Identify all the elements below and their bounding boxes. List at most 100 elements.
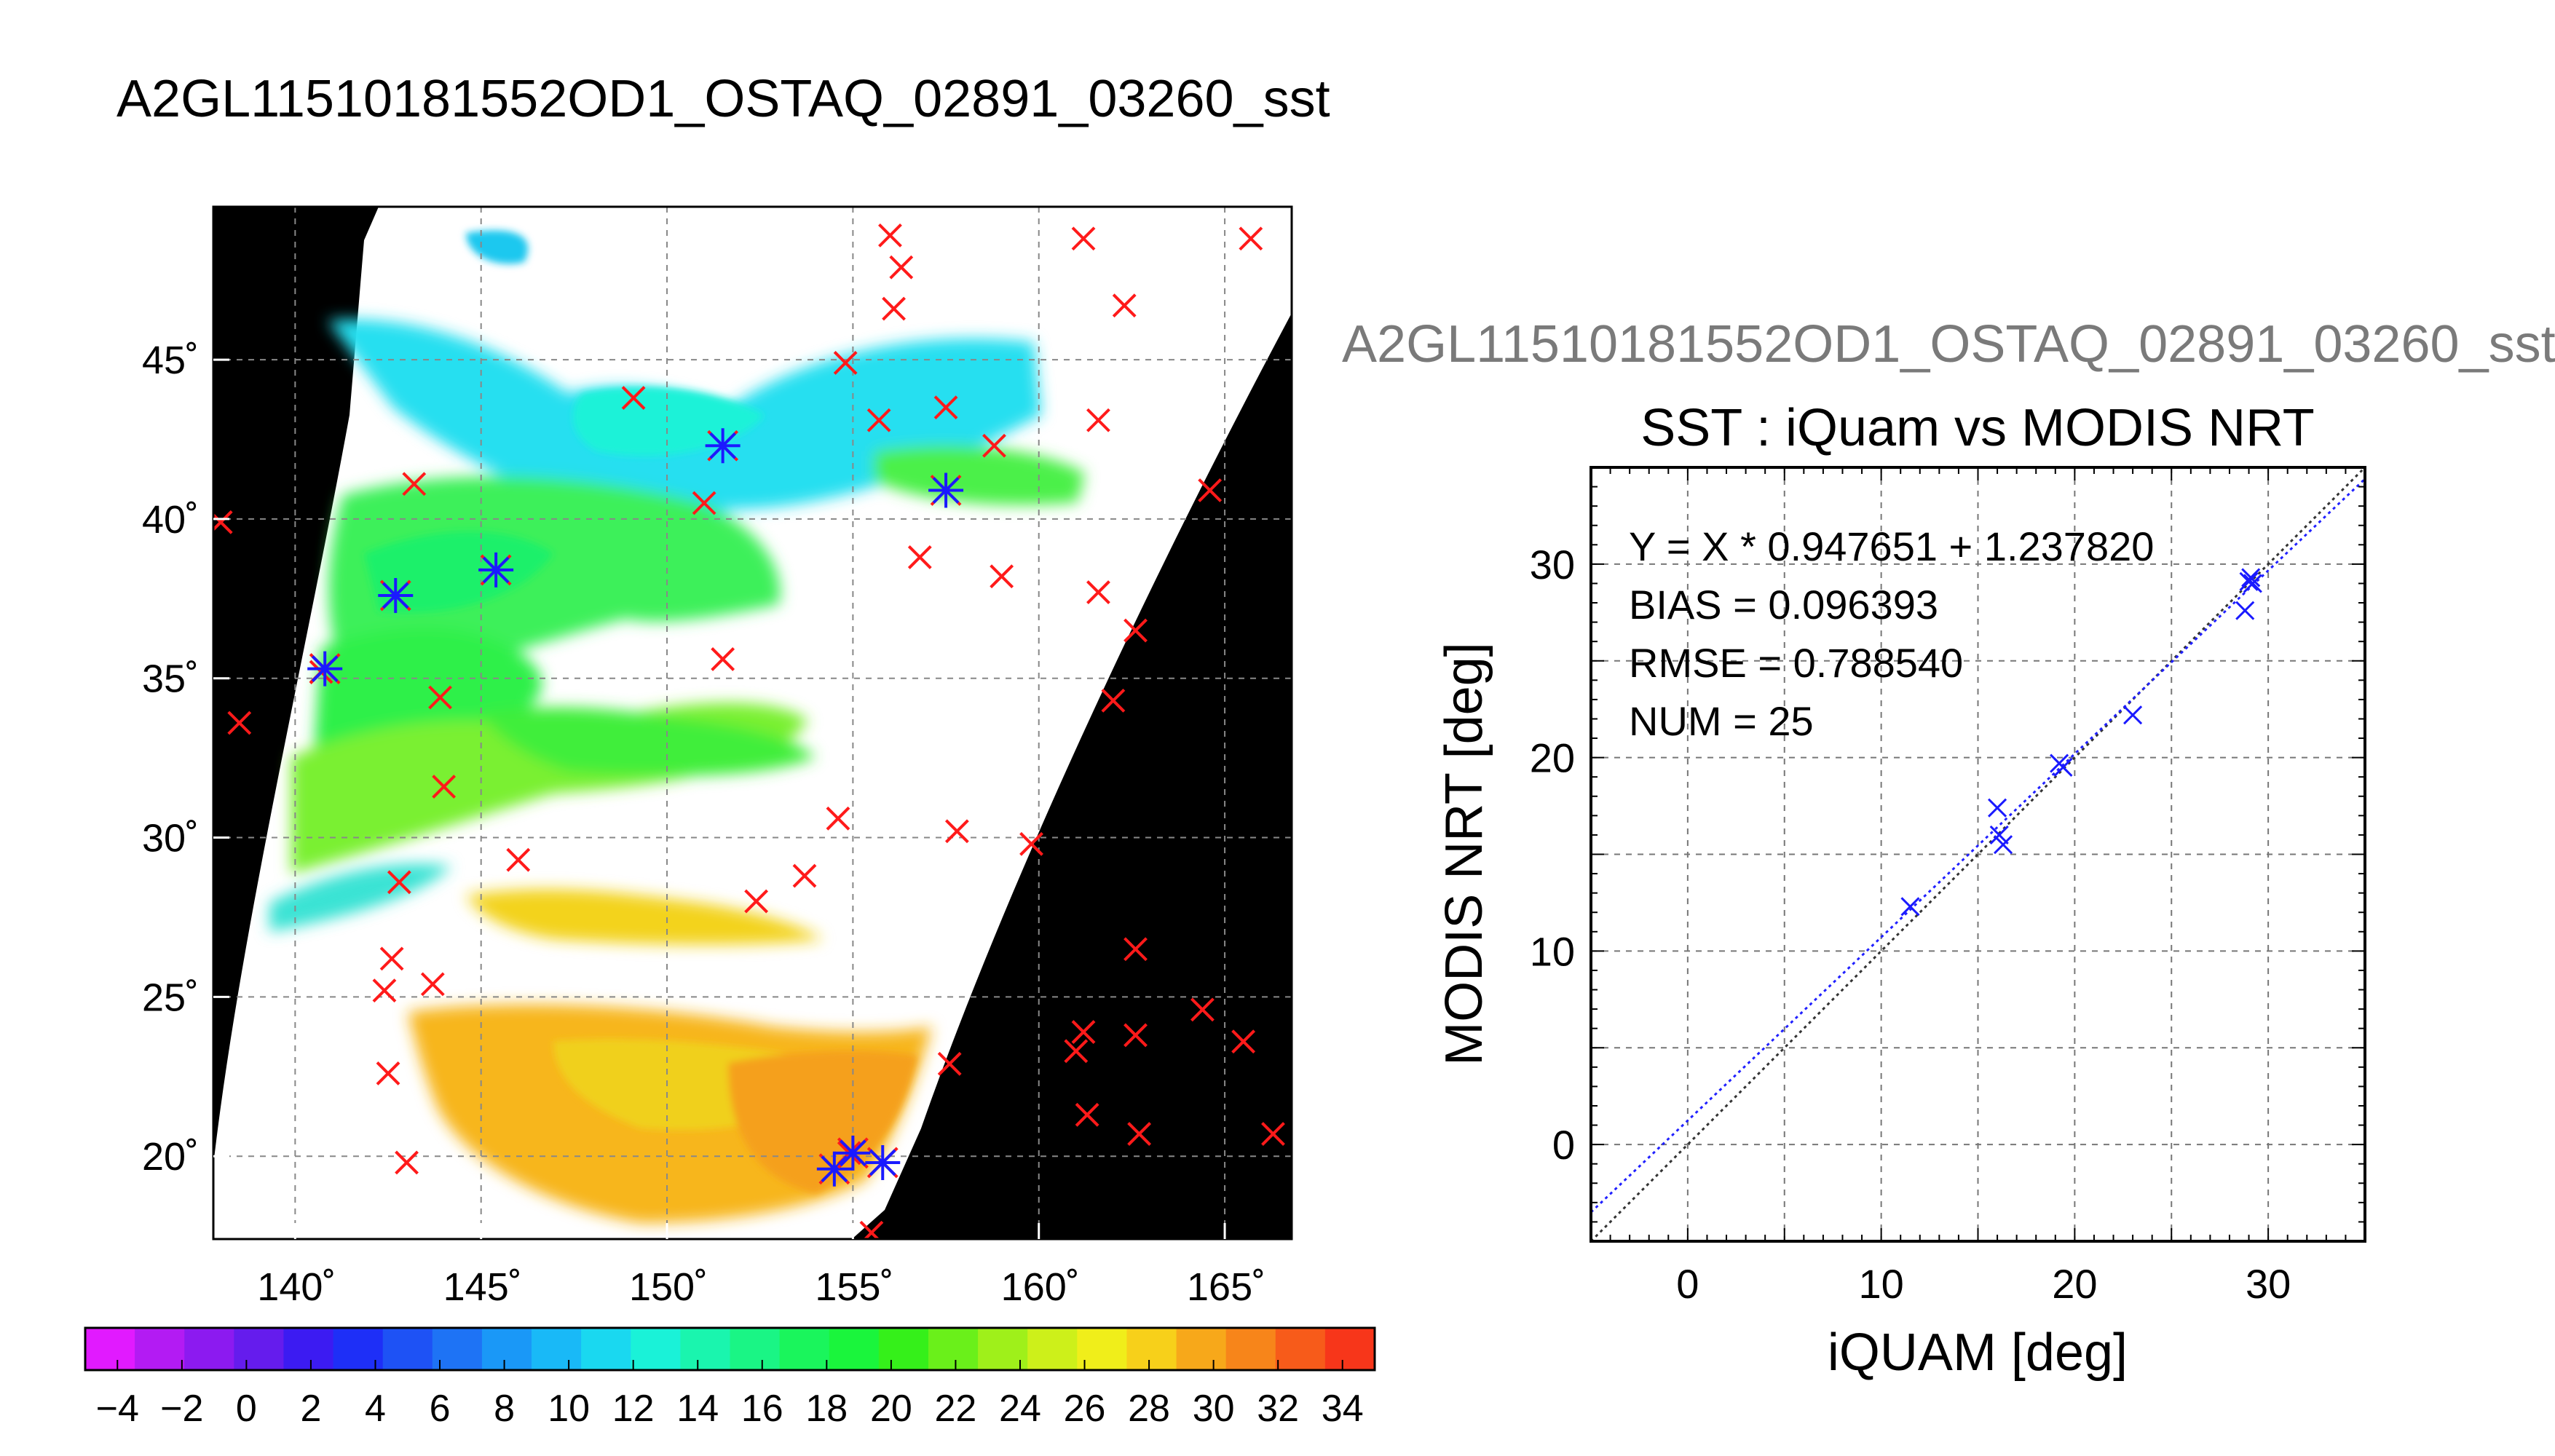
map-lat-tick-label: 35˚	[142, 657, 199, 701]
scatter-point	[2241, 568, 2261, 587]
rmse-value: RMSE = 0.788540	[1629, 640, 1963, 686]
red-marker	[1101, 688, 1126, 713]
map-lon-tick-label: 160˚	[1001, 1265, 1080, 1309]
map-ticks: 140˚ 145˚ 150˚ 155˚ 160˚ 165˚ 45˚ 40˚ 35˚ 30˚ 25˚ 2…	[142, 339, 1265, 1309]
colorbar-tick-label: 6	[430, 1388, 451, 1430]
red-marker	[1071, 1020, 1096, 1044]
colorbar-swatch	[481, 1328, 533, 1370]
colorbar-tick-label: 32	[1257, 1388, 1299, 1430]
sst-yellow-band	[466, 889, 823, 945]
red-marker	[1124, 618, 1148, 643]
colorbar-ticks: −4 −2 0 2 4 6 8 10 12 14 16 18 20 22 24 26 28 30 32 34	[96, 1360, 1364, 1430]
colorbar-tick-label: 16	[741, 1388, 783, 1430]
colorbar-swatch	[1027, 1328, 1078, 1370]
colorbar-tick-label: 10	[548, 1388, 590, 1430]
red-marker	[907, 545, 932, 569]
red-marker	[376, 1061, 400, 1085]
red-marker	[889, 255, 914, 280]
red-marker	[944, 819, 969, 844]
colorbar-tick-label: 8	[494, 1388, 515, 1430]
colorbar-swatch	[829, 1328, 880, 1370]
blue-star-marker	[816, 1151, 852, 1187]
colorbar-swatch	[928, 1328, 979, 1370]
colorbar-swatch	[1077, 1328, 1128, 1370]
scatter-y-tick-label: 20	[1530, 735, 1575, 781]
sst-orange-core	[728, 1051, 917, 1194]
red-marker	[982, 433, 1006, 458]
colorbar-swatch	[1126, 1328, 1177, 1370]
red-marker	[744, 889, 769, 914]
scatter-points	[1900, 568, 2262, 917]
red-marker	[428, 685, 452, 710]
red-marker	[878, 223, 902, 248]
map-lon-tick-label: 165˚	[1187, 1265, 1265, 1309]
red-marker	[711, 647, 735, 671]
colorbar-swatch	[680, 1328, 731, 1370]
colorbar-swatch	[432, 1328, 483, 1370]
scatter-point	[1900, 897, 1920, 917]
colorbar-tick-label: 0	[236, 1388, 257, 1430]
map-plot: 140˚ 145˚ 150˚ 155˚ 160˚ 165˚ 45˚ 40˚ 35˚ 30˚ 25˚ 2…	[142, 205, 1293, 1309]
red-marker	[227, 711, 252, 735]
map-lat-tick-label: 45˚	[142, 339, 199, 382]
red-marker	[387, 870, 411, 895]
red-marker	[420, 972, 445, 997]
colorbar-tick-label: 30	[1193, 1388, 1235, 1430]
scatter-xlabel: iQUAM [deg]	[1828, 1324, 2128, 1382]
scatter-point	[2243, 574, 2262, 593]
scatter-x-tick-label: 20	[2052, 1261, 2097, 1307]
red-marker	[866, 408, 891, 432]
scatter-ticks: 0 10 20 30 0 10 20 30	[1530, 467, 2366, 1307]
scatter-point	[1993, 835, 2013, 855]
red-marker	[1086, 408, 1110, 432]
colorbar-tick-label: 28	[1128, 1388, 1170, 1430]
red-marker	[1124, 1023, 1148, 1048]
red-marker	[1064, 1039, 1089, 1064]
red-marker	[621, 386, 646, 411]
red-marker	[933, 395, 958, 420]
colorbar-swatch	[1324, 1328, 1375, 1370]
scatter-ylabel: MODIS NRT [deg]	[1435, 642, 1493, 1066]
scatter-header: A2GL11510181552OD1_OSTAQ_02891_03260_sst	[1342, 315, 2555, 373]
colorbar-tick-label: −2	[160, 1388, 203, 1430]
blue-star-marker	[478, 552, 514, 587]
colorbar-swatch	[1176, 1328, 1227, 1370]
map-lat-tick-label: 30˚	[142, 817, 199, 860]
scatter-x-tick-label: 10	[1858, 1261, 1903, 1307]
sst-green-north	[874, 445, 1085, 505]
colorbar-tick-label: 18	[805, 1388, 848, 1430]
red-marker	[1124, 937, 1148, 962]
sst-field	[269, 230, 1085, 1223]
blue-star-marker	[835, 1135, 871, 1171]
colorbar-tick-label: −4	[96, 1388, 139, 1430]
red-marker	[1071, 226, 1096, 251]
colorbar-tick-label: 34	[1322, 1388, 1364, 1430]
red-marker	[833, 351, 858, 375]
map-lat-tick-label: 20˚	[142, 1135, 199, 1179]
red-marker	[692, 491, 716, 515]
scatter-point	[2123, 705, 2143, 725]
colorbar-tick-label: 4	[365, 1388, 386, 1430]
colorbar-tick-label: 26	[1064, 1388, 1106, 1430]
red-marker	[826, 806, 850, 831]
colorbar-swatches	[85, 1328, 1375, 1370]
scatter-y-tick-label: 10	[1530, 928, 1575, 974]
red-marker	[1086, 580, 1110, 604]
colorbar-tick-label: 2	[300, 1388, 321, 1430]
sst-green-south	[481, 707, 816, 776]
red-marker	[402, 472, 427, 496]
colorbar-swatch	[730, 1328, 781, 1370]
map-grid	[213, 207, 1292, 1239]
colorbar-swatch	[1275, 1328, 1326, 1370]
red-marker	[379, 946, 404, 971]
scatter-grid	[1591, 467, 2365, 1241]
scatter-point	[1989, 825, 2009, 844]
scatter-y-tick-label: 0	[1552, 1122, 1575, 1168]
colorbar-swatch	[283, 1328, 334, 1370]
map-lon-tick-label: 145˚	[443, 1265, 522, 1309]
map-lon-tick-label: 155˚	[815, 1265, 893, 1309]
colorbar-swatch	[1225, 1328, 1276, 1370]
bias-value: BIAS = 0.096393	[1629, 582, 1938, 628]
colorbar-swatch	[382, 1328, 433, 1370]
scatter-x-tick-label: 30	[2246, 1261, 2291, 1307]
